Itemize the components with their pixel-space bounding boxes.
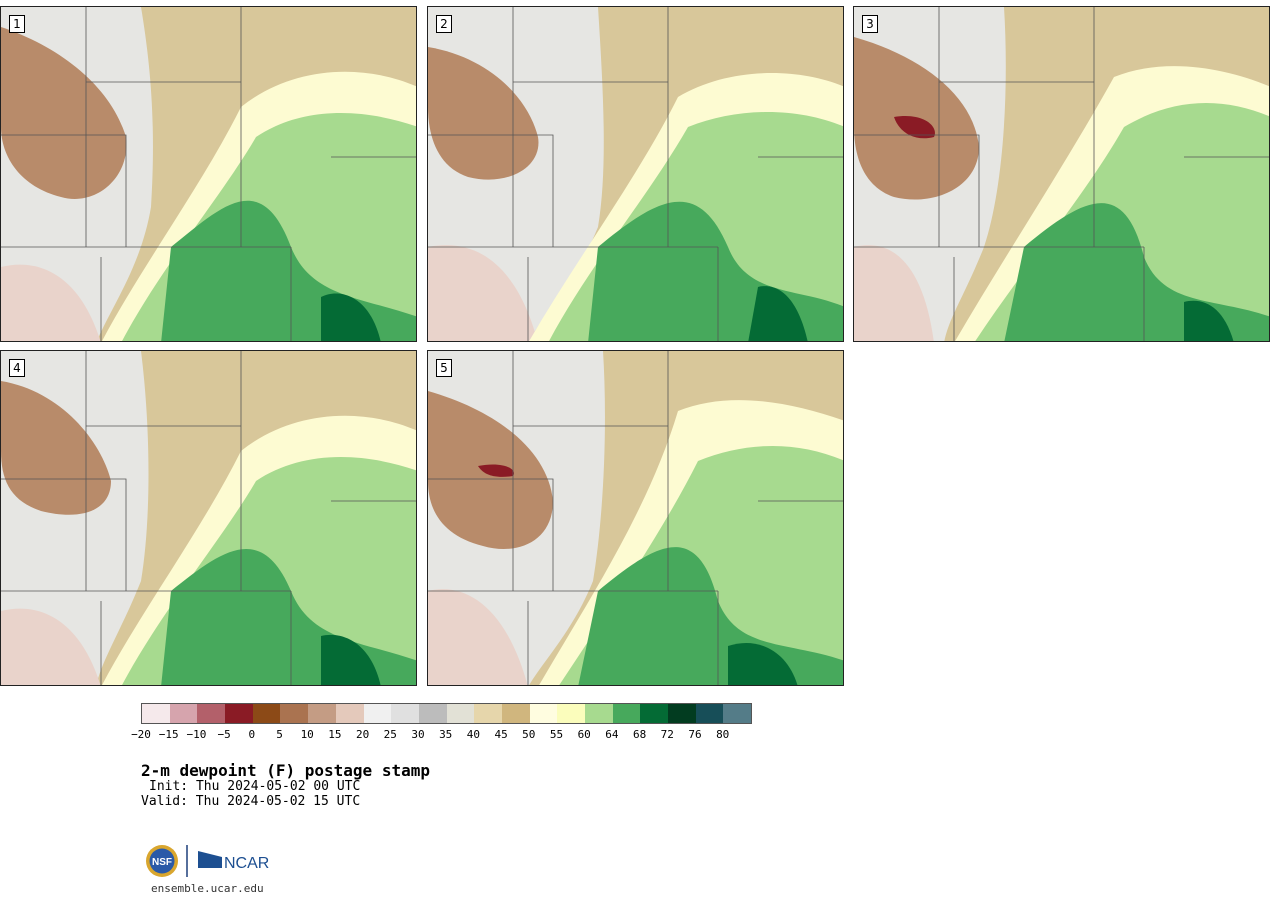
- colorbar-tick-label: 5: [276, 728, 283, 741]
- panel-label: 1: [9, 15, 25, 33]
- colorbar-swatch: [391, 704, 419, 723]
- dewpoint-map: [854, 7, 1269, 341]
- colorbar-tick-labels: −20 −15 −10 −5 0 5 10 15 20 25 30 35 40 45 50 55 60 64 68 7…: [131, 728, 771, 742]
- colorbar-tick-label: 15: [328, 728, 342, 741]
- colorbar-tick-label: 55: [549, 728, 564, 741]
- colorbar-tick-label: 68: [632, 728, 647, 741]
- colorbar-swatch: [252, 704, 281, 723]
- colorbar-tick-label: 72: [660, 728, 674, 741]
- map-panel-5: 5: [427, 350, 844, 686]
- map-panel-2: 2: [427, 6, 844, 342]
- colorbar-swatch: [169, 704, 198, 723]
- colorbar-tick-label: 60: [577, 728, 591, 741]
- map-panel-3: 3: [853, 6, 1270, 342]
- panel-label: 4: [9, 359, 25, 377]
- colorbar-tick-label: −5: [217, 728, 231, 741]
- panel-label: 5: [436, 359, 452, 377]
- colorbar-swatch: [308, 704, 336, 723]
- nsf-logo-text: NSF: [152, 857, 172, 868]
- panel-label: 2: [436, 15, 452, 33]
- colorbar-swatch: [363, 704, 392, 723]
- dewpoint-map: [1, 351, 416, 685]
- ncar-logo-text: NCAR: [224, 855, 269, 872]
- colorbar-tick-label: −10: [186, 728, 207, 741]
- colorbar-swatch: [197, 704, 226, 723]
- colorbar-swatch: [585, 704, 613, 723]
- nsf-ncar-logo: NSF NCAR: [146, 845, 269, 877]
- colorbar-swatch: [335, 704, 364, 723]
- colorbar-swatch: [225, 704, 253, 723]
- colorbar-swatch: [474, 704, 502, 723]
- colorbar-tick-label: 45: [494, 728, 508, 741]
- colorbar-tick-label: 35: [439, 728, 453, 741]
- colorbar-swatch: [557, 704, 585, 723]
- colorbar-tick-label: 30: [411, 728, 425, 741]
- dewpoint-map: [1, 7, 416, 341]
- valid-time: Valid: Thu 2024-05-02 15 UTC: [141, 794, 361, 809]
- colorbar-tick-label: 25: [383, 728, 397, 741]
- colorbar-swatch: [695, 704, 724, 723]
- colorbar-tick-label: 0: [248, 728, 256, 741]
- colorbar-swatch: [640, 704, 669, 723]
- colorbar-tick-label: 40: [466, 728, 481, 741]
- colorbar-swatch: [501, 704, 530, 723]
- colorbar-tick-label: −15: [158, 728, 179, 741]
- colorbar-tick-label: 76: [688, 728, 702, 741]
- colorbar-tick-label: 80: [716, 728, 730, 741]
- panel-label: 3: [862, 15, 878, 33]
- map-panel-4: 4: [0, 350, 417, 686]
- figure-title: 2-m dewpoint (F) postage stamp: [141, 761, 430, 780]
- colorbar-swatch: [723, 704, 752, 723]
- colorbar-swatch: [612, 704, 641, 723]
- colorbar-tick-label: 10: [300, 728, 314, 741]
- colorbar-swatch: [529, 704, 558, 723]
- init-time: Init: Thu 2024-05-02 00 UTC: [149, 779, 361, 794]
- colorbar-tick-label: 20: [355, 728, 370, 741]
- colorbar-tick-label: 64: [605, 728, 619, 741]
- website-url[interactable]: ensemble.ucar.edu: [151, 882, 264, 895]
- colorbar: [141, 703, 753, 724]
- colorbar-swatch: [418, 704, 447, 723]
- colorbar-swatch: [668, 704, 696, 723]
- colorbar-swatch: [142, 704, 170, 723]
- colorbar-swatch: [280, 704, 309, 723]
- dewpoint-map: [428, 351, 843, 685]
- dewpoint-map: [428, 7, 843, 341]
- colorbar-swatch: [446, 704, 475, 723]
- colorbar-tick-label: −20: [131, 728, 151, 741]
- colorbar-tick-label: 50: [522, 728, 536, 741]
- map-panel-1: 1: [0, 6, 417, 342]
